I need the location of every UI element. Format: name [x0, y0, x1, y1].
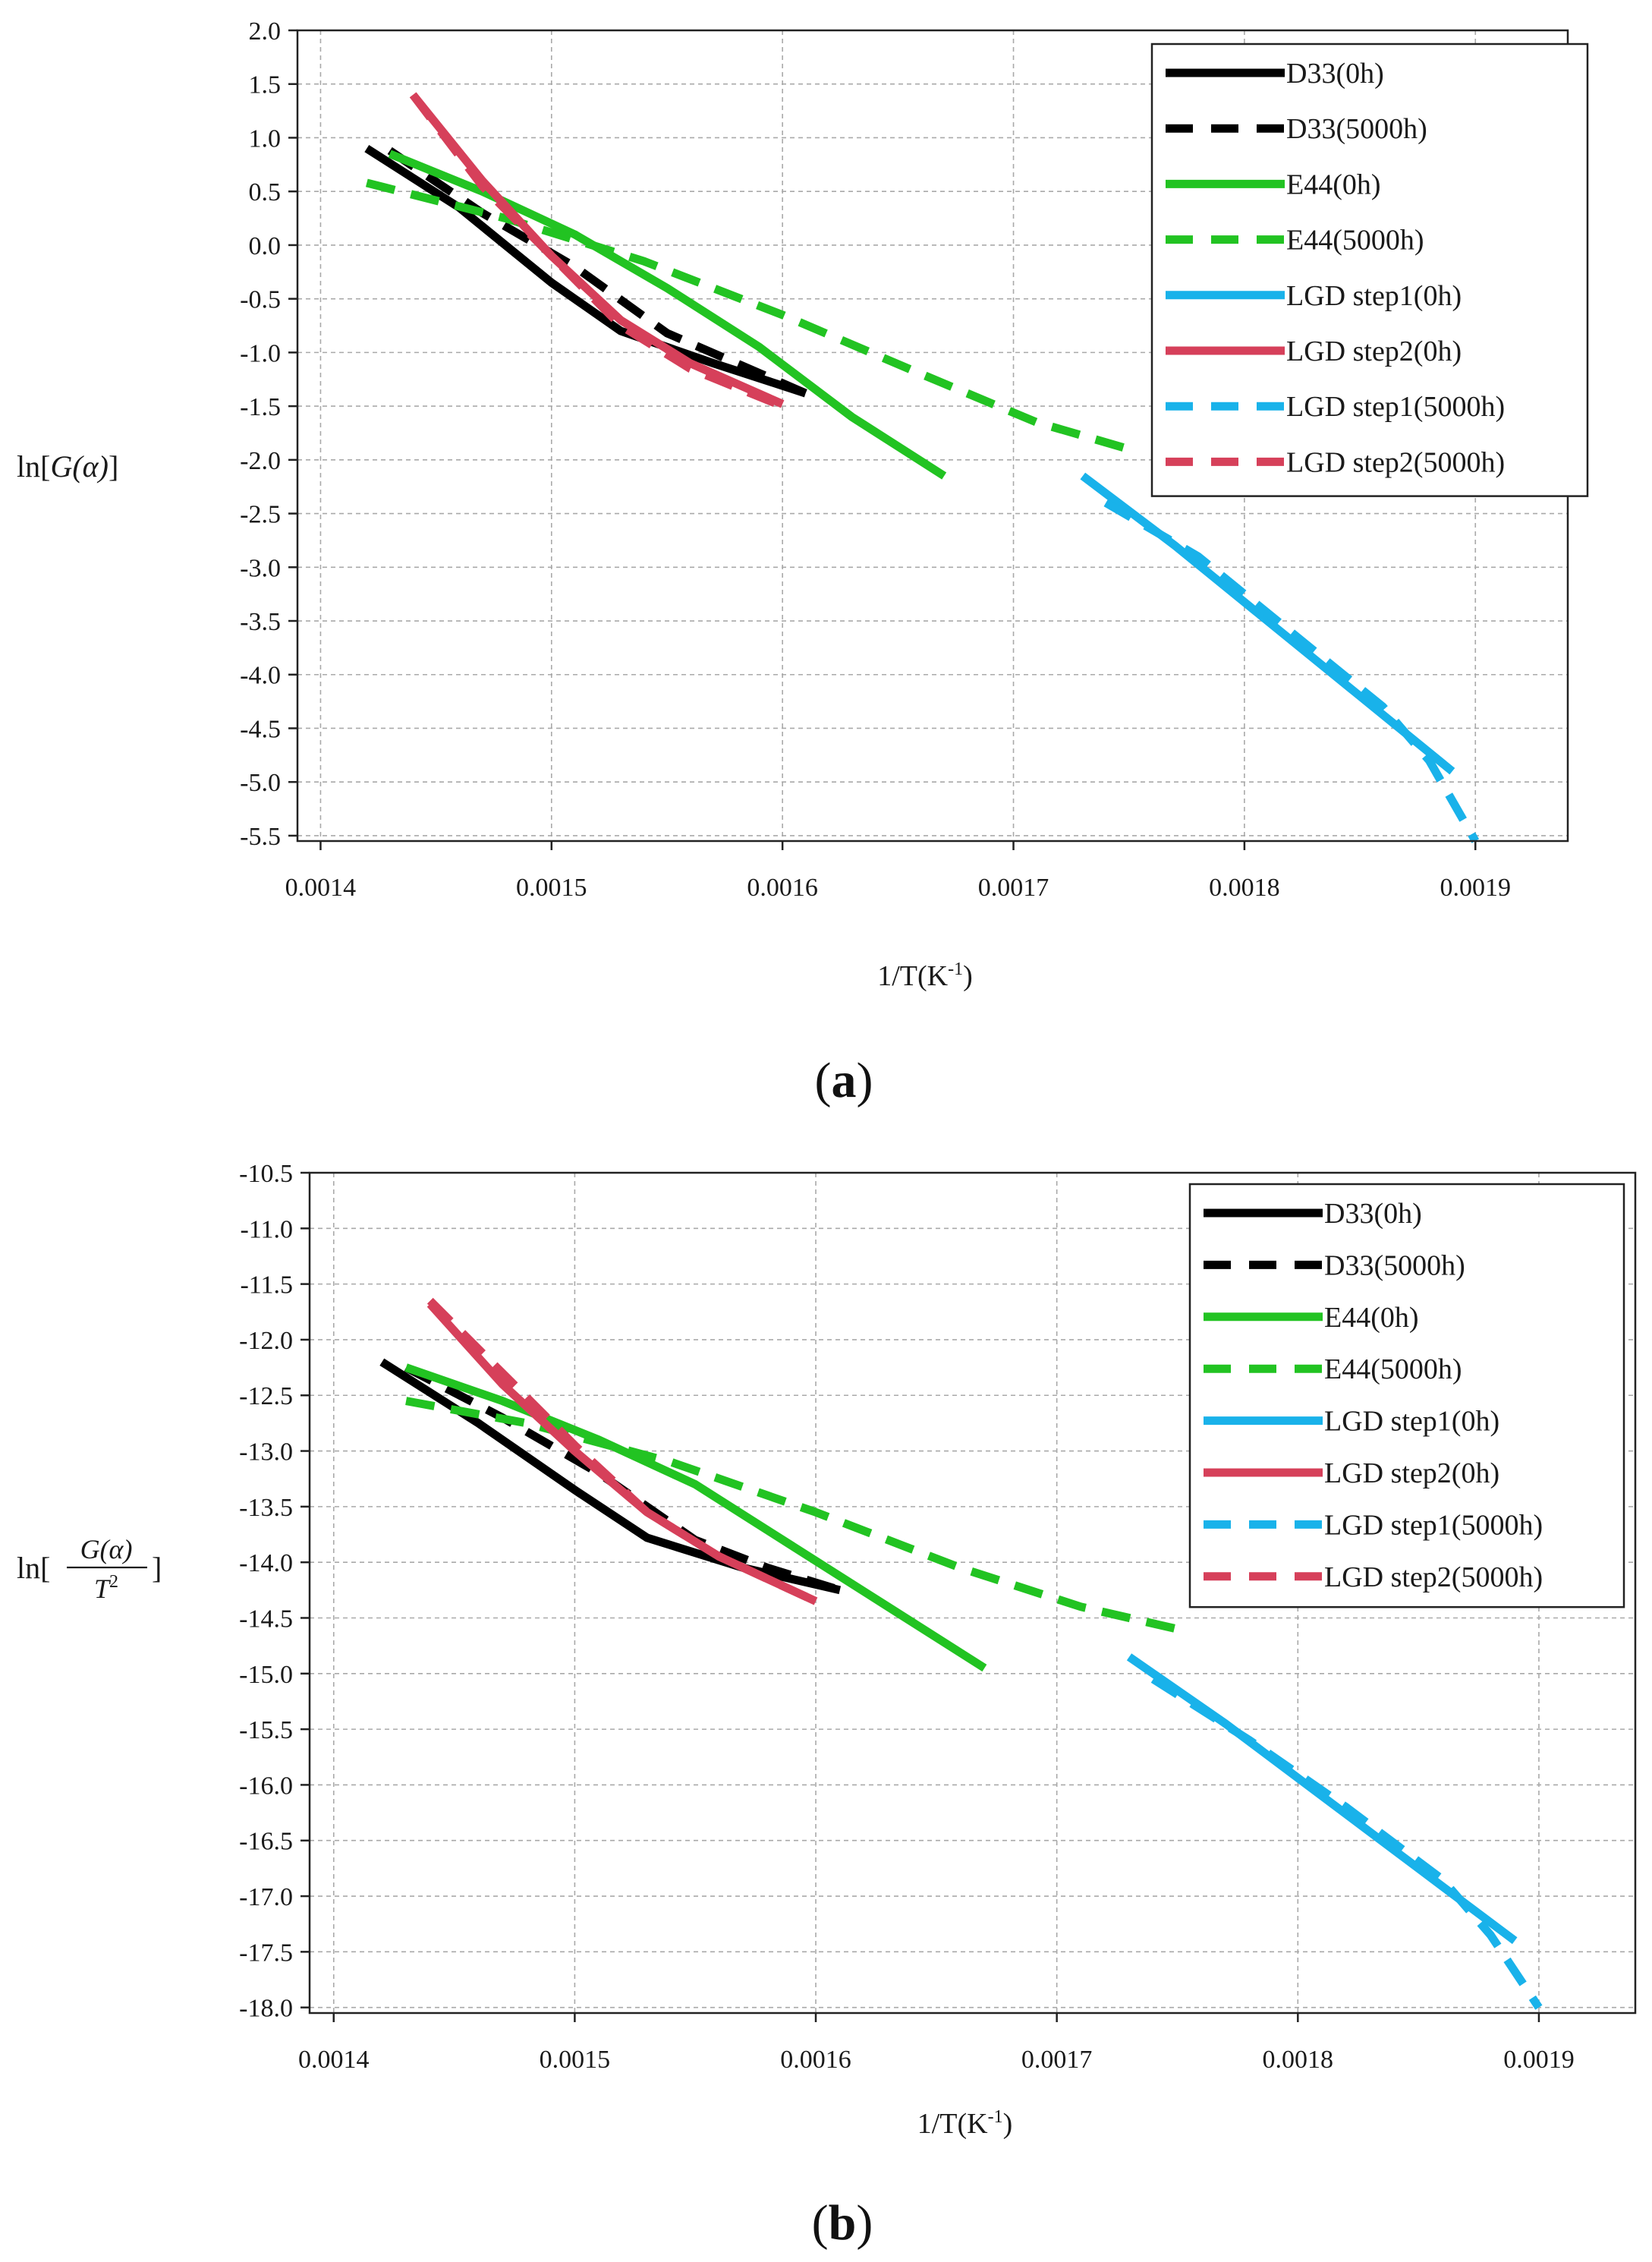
panel-b-y-tick-label-0: -10.5	[239, 1160, 293, 1188]
panel-b-y-tick-label-10: -15.5	[239, 1716, 293, 1744]
panel-a-y-tick-label-3: 0.5	[249, 178, 282, 206]
panel-a-y-tick-label-9: -2.5	[240, 501, 281, 529]
panel-a-x-axis-title: 1/T(K-1)	[877, 959, 973, 992]
panel-b-y-tick-label-14: -17.5	[239, 1939, 293, 1967]
panel-a-legend-label-0: D33(0h)	[1286, 58, 1384, 90]
panel-b-y-tick-label-2: -11.5	[240, 1271, 293, 1300]
panel-b-series-1	[404, 1363, 842, 1595]
panel-a-y-tick-label-14: -5.0	[240, 769, 281, 797]
panel-a-legend-label-5: LGD step2(0h)	[1286, 336, 1462, 367]
panel-b-legend-label-0: D33(0h)	[1324, 1198, 1422, 1230]
panel-a-series-3	[365, 178, 1131, 453]
panel-b-x-tick-label-0: 0.0014	[298, 2046, 370, 2074]
panel-b-label: (b)	[812, 2195, 873, 2251]
panel-a-x-tick-label-1: 0.0015	[516, 874, 587, 902]
panel-a-series-7	[409, 92, 785, 411]
panel-a-legend-label-4: LGD step1(0h)	[1286, 280, 1462, 312]
panel-a-y-tick-label-2: 1.0	[249, 124, 282, 153]
panel-a-y-tick-label-0: 2.0	[249, 17, 282, 46]
panel-b-legend-label-5: LGD step2(0h)	[1324, 1457, 1499, 1489]
panel-a-y-tick-label-13: -4.5	[240, 715, 281, 743]
panel-b-y-tick-label-4: -12.5	[239, 1382, 293, 1410]
panel-b-y-tick-label-7: -14.0	[239, 1549, 293, 1577]
panel-a-y-axis-title: ln[G(α)]	[17, 449, 118, 484]
panel-a-x-tick-label-2: 0.0016	[747, 874, 818, 902]
panel-a-legend-box	[1150, 43, 1589, 497]
panel-a-y-tick-label-5: -0.5	[240, 286, 281, 314]
panel-a-series-1	[387, 146, 807, 398]
panel-b-series-2	[404, 1363, 987, 1672]
panel-b-x-tick-label-3: 0.0017	[1021, 2046, 1093, 2074]
panel-a-legend-label-6: LGD step1(5000h)	[1286, 391, 1505, 423]
panel-b-ylabel-numerator: G(α)	[80, 1534, 133, 1564]
panel-a-y-tick-label-8: -2.0	[240, 447, 281, 475]
panel-b-ylabel-suffix: ]	[152, 1551, 162, 1585]
panel-b-y-tick-label-1: -11.0	[240, 1215, 293, 1243]
panel-a-y-tick-label-11: -3.5	[240, 608, 281, 636]
panel-b-y-tick-label-15: -18.0	[239, 1995, 293, 2023]
panel-b-y-axis-title: ln[ G(α) T2 ]	[17, 1534, 162, 1604]
panel-b-series-7	[426, 1297, 818, 1605]
panel-b-chart: 0.0014 0.0015 0.0016 0.0017 0.0018 0.0019 -10.…	[17, 1160, 1637, 2251]
panel-a-ticks: 0.0014 0.0015 0.0016 0.0017 0.0018 0.0019 2.0 1…	[240, 17, 1511, 902]
panel-a-legend-label-3: E44(5000h)	[1286, 225, 1424, 257]
panel-b-legend-label-1: D33(5000h)	[1324, 1249, 1465, 1281]
panel-b-x-tick-label-5: 0.0019	[1503, 2046, 1575, 2074]
panel-b-y-tick-label-9: -15.0	[239, 1661, 293, 1689]
panel-b-legend-box	[1188, 1183, 1625, 1608]
panel-b-y-tick-label-11: -16.0	[239, 1772, 293, 1800]
panel-b-x-axis-title: 1/T(K-1)	[917, 2107, 1013, 2140]
panel-b-plot-frame	[308, 1171, 1637, 2015]
panel-a-y-tick-label-15: -5.5	[240, 823, 281, 851]
panel-a-legend: D33(0h) D33(5000h) E44(0h) E44(5000h) LGD st…	[1150, 43, 1589, 497]
panel-b-y-tick-label-5: -13.0	[239, 1438, 293, 1467]
panel-b-y-tick-label-12: -16.5	[239, 1828, 293, 1856]
panel-a-series-4	[1080, 472, 1455, 775]
panel-a-x-tick-label-5: 0.0019	[1440, 874, 1512, 902]
panel-a-y-tick-label-10: -3.0	[240, 554, 281, 582]
panel-b-ticks: 0.0014 0.0015 0.0016 0.0017 0.0018 0.0019 -10.…	[239, 1160, 1575, 2074]
panel-b-series-3	[405, 1397, 1178, 1633]
panel-a-chart: 0.0014 0.0015 0.0016 0.0017 0.0018 0.0019 2.0 1…	[17, 17, 1589, 1108]
panel-a-series-0	[364, 144, 807, 398]
panel-a-y-tick-label-4: 0.0	[249, 232, 282, 260]
panel-a-legend-label-2: E44(0h)	[1286, 169, 1381, 200]
panel-b-legend-label-3: E44(5000h)	[1324, 1353, 1462, 1385]
panel-b-x-tick-label-4: 0.0018	[1263, 2046, 1334, 2074]
panel-a-y-tick-label-12: -4.0	[240, 662, 281, 690]
panel-b-y-tick-label-6: -13.5	[239, 1494, 293, 1522]
panel-b-y-tick-label-13: -17.0	[239, 1883, 293, 1911]
panel-b-ylabel-denominator: T2	[94, 1572, 118, 1604]
panel-b-legend-label-7: LGD step2(5000h)	[1324, 1561, 1543, 1593]
panel-a-x-tick-label-4: 0.0018	[1209, 874, 1280, 902]
panel-b-series-6	[1150, 1675, 1543, 2010]
panel-a-y-tick-label-7: -1.5	[240, 393, 281, 421]
panel-a-y-tick-label-6: -1.0	[240, 339, 281, 367]
panel-a-legend-label-1: D33(5000h)	[1286, 113, 1427, 145]
panel-b-ylabel-prefix: ln[	[17, 1551, 50, 1585]
panel-b-y-tick-label-3: -12.0	[239, 1327, 293, 1355]
panel-a-series-6	[1103, 499, 1480, 843]
panel-a-label: (a)	[815, 1053, 873, 1108]
panel-a-x-tick-label-3: 0.0017	[978, 874, 1049, 902]
panel-b-legend: D33(0h) D33(5000h) E44(0h) E44(5000h) LGD st…	[1188, 1183, 1625, 1608]
panel-b-series-layer	[379, 1297, 1543, 2010]
panel-b-legend-label-6: LGD step1(5000h)	[1324, 1509, 1543, 1541]
panel-a-legend-label-7: LGD step2(5000h)	[1286, 446, 1505, 478]
panel-a-x-tick-label-0: 0.0014	[285, 874, 357, 902]
panel-b-legend-label-2: E44(0h)	[1324, 1302, 1419, 1334]
panel-a-series-layer	[364, 92, 1480, 843]
panel-b-x-tick-label-1: 0.0015	[540, 2046, 611, 2074]
panel-a-y-tick-label-1: 1.5	[249, 71, 282, 99]
panel-b-x-tick-label-2: 0.0016	[780, 2046, 851, 2074]
panel-b-y-tick-label-8: -14.5	[239, 1605, 293, 1633]
panel-b-legend-label-4: LGD step1(0h)	[1324, 1406, 1499, 1438]
